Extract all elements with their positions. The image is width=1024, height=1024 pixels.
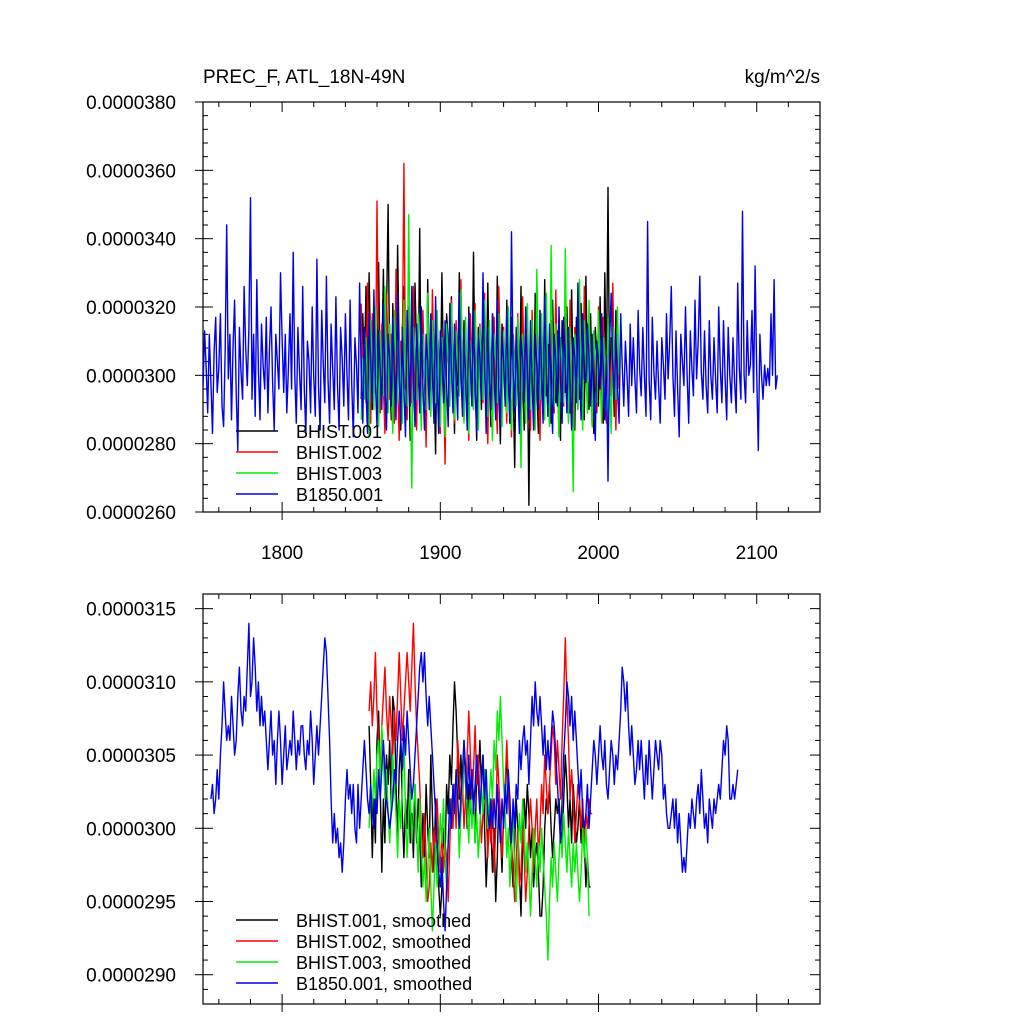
bottom-series	[210, 622, 739, 961]
top-ticks: 0.0000260 0.0000280 0.0000300 0.0000320 0.00…	[86, 93, 820, 564]
legend-label: BHIST.001	[296, 422, 382, 442]
x-tick-label: 1800	[261, 543, 303, 564]
legend-label: B1850.001	[296, 485, 383, 505]
y-tick-label: 0.0000310	[86, 673, 176, 694]
legend-label: BHIST.001, smoothed	[296, 911, 471, 931]
y-tick-label: 0.0000315	[86, 600, 176, 621]
y-tick-label: 0.0000260	[86, 503, 176, 524]
y-tick-label: 0.0000380	[86, 93, 176, 114]
top-title: PREC_F, ATL_18N-49N	[203, 67, 405, 88]
y-tick-label: 0.0000340	[86, 230, 176, 251]
series-line-b1850-001-smoothed	[210, 622, 739, 932]
x-tick-label: 2100	[736, 543, 778, 564]
y-tick-label: 0.0000320	[86, 298, 176, 319]
bottom-panel: 0.0000290 0.0000295 0.0000300 0.0000305 0.00…	[86, 593, 821, 1012]
y-tick-label: 0.0000305	[86, 746, 176, 767]
legend-label: BHIST.003, smoothed	[296, 953, 471, 973]
legend-label: BHIST.002, smoothed	[296, 932, 471, 952]
top-units: kg/m^2/s	[745, 67, 820, 88]
x-tick-label: 1900	[419, 543, 461, 564]
top-series	[203, 162, 778, 506]
legend-label: BHIST.002	[296, 443, 382, 463]
y-tick-label: 0.0000280	[86, 435, 176, 456]
legend-label: BHIST.003	[296, 464, 382, 484]
bottom-ticks: 0.0000290 0.0000295 0.0000300 0.0000305 0.00…	[86, 594, 820, 1012]
y-tick-label: 0.0000295	[86, 893, 176, 914]
y-tick-label: 0.0000360	[86, 161, 176, 182]
y-tick-label: 0.0000290	[86, 966, 176, 987]
series-line-bhist-003-smoothed	[368, 695, 590, 961]
series-line-b1850-001	[203, 196, 778, 482]
y-tick-label: 0.0000300	[86, 366, 176, 387]
top-panel: PREC_F, ATL_18N-49N kg/m^2/s 0.00002600.…	[86, 67, 821, 564]
y-tick-label: 0.0000300	[86, 819, 176, 840]
series-line-bhist-003	[360, 213, 620, 493]
x-tick-label: 2000	[577, 543, 619, 564]
legend-label: B1850.001, smoothed	[296, 974, 472, 994]
